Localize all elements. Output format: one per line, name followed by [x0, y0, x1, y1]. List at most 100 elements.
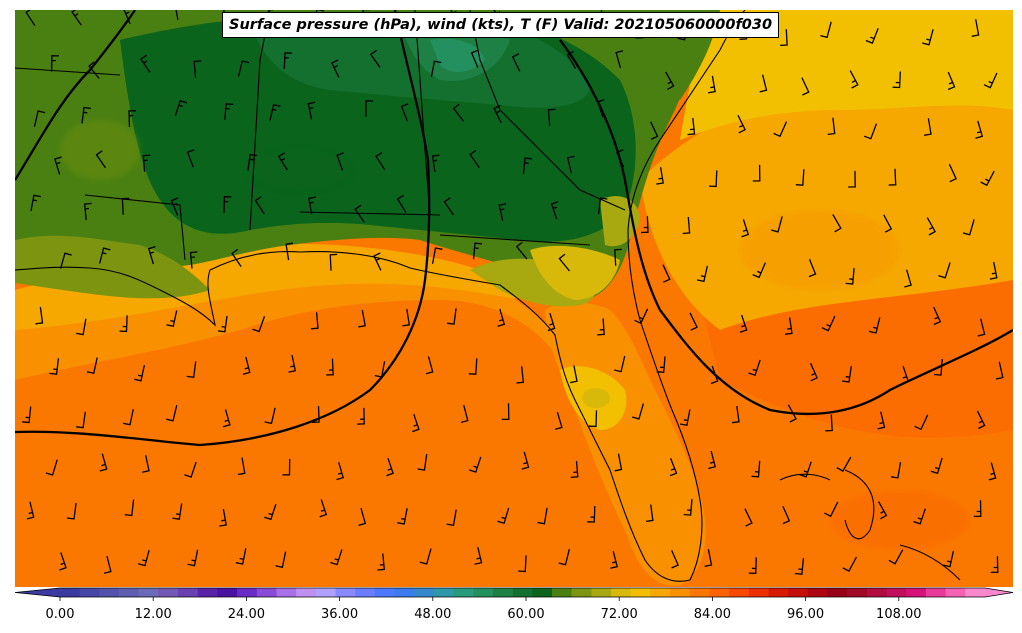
wind-barb — [975, 120, 984, 139]
wind-barb — [547, 312, 556, 332]
colorbar-swatch — [906, 588, 927, 597]
wind-barb — [497, 507, 510, 525]
wind-barb — [989, 261, 998, 280]
wind-barb — [88, 61, 100, 79]
wind-barb — [312, 406, 320, 423]
wind-barb — [632, 403, 645, 420]
wind-barb — [780, 29, 788, 47]
wind-barb — [472, 242, 482, 260]
wind-barb — [282, 458, 291, 476]
colorbar-swatch — [709, 588, 730, 597]
wind-barb — [689, 312, 698, 331]
wind-barb — [319, 499, 328, 518]
wind-barb — [748, 359, 761, 377]
wind-barb — [566, 155, 575, 174]
colorbar-swatch — [394, 588, 415, 597]
wind-barb — [425, 356, 434, 375]
colorbar-max-extension — [985, 588, 1013, 597]
wind-barb — [283, 52, 293, 69]
wind-barb — [904, 269, 912, 288]
wind-barb — [498, 203, 507, 221]
coastlines — [15, 10, 961, 582]
colorbar-swatch — [571, 588, 592, 597]
temperature-field — [15, 10, 1013, 587]
wind-barb — [430, 60, 442, 78]
colorbar-swatch — [729, 588, 750, 597]
wind-barb — [914, 414, 929, 431]
wind-barb — [336, 152, 344, 171]
wind-barb — [597, 318, 605, 336]
wind-barb — [354, 204, 365, 223]
wind-barb — [522, 157, 533, 175]
wind-barb — [610, 550, 618, 569]
colorbar-swatch — [138, 588, 159, 597]
wind-barb — [990, 556, 999, 574]
wind-barb — [95, 150, 107, 169]
wind-barb — [142, 154, 151, 172]
colorbar-tick-label: 96.00 — [786, 607, 825, 622]
wind-barb — [820, 21, 832, 39]
wind-barb — [474, 546, 483, 565]
wind-barb — [275, 551, 287, 569]
wind-barb — [219, 508, 227, 527]
wind-barb — [98, 247, 111, 264]
wind-barb — [709, 170, 718, 188]
wind-barb — [288, 354, 297, 373]
wind-barb — [189, 251, 198, 269]
colorbar-swatch — [650, 588, 671, 597]
wind-barb — [888, 168, 897, 186]
wind-barb — [76, 318, 87, 336]
wind-barb — [587, 505, 596, 523]
wind-barb — [377, 553, 386, 571]
wind-barb — [877, 411, 886, 430]
wind-barb — [375, 152, 386, 171]
wind-barb — [357, 407, 365, 425]
wind-barb — [890, 461, 902, 479]
wind-barb — [650, 121, 659, 140]
wind-barb — [785, 317, 793, 335]
wind-barb — [330, 549, 343, 566]
colorbar-swatch — [197, 588, 218, 597]
wind-barb — [883, 214, 893, 233]
wind-barb — [983, 72, 998, 89]
wind-barb — [400, 103, 409, 122]
wind-barb — [752, 262, 766, 279]
colorbar-swatch — [866, 588, 888, 597]
wind-barb — [166, 405, 178, 422]
wind-barb — [86, 357, 98, 374]
colorbar-swatch — [158, 588, 179, 597]
wind-barb — [252, 316, 266, 333]
wind-barb — [771, 216, 783, 233]
wind-barb — [877, 501, 888, 520]
wind-barb — [172, 503, 183, 520]
wind-barb — [748, 557, 757, 574]
wind-barb — [22, 406, 32, 424]
colorbar-tick-label: 84.00 — [693, 607, 731, 622]
wind-barb — [739, 314, 748, 333]
wind-barb — [119, 315, 128, 333]
wind-barb — [71, 10, 82, 26]
wind-barb — [417, 454, 428, 471]
wind-barb — [222, 409, 231, 428]
wind-barb — [825, 414, 833, 432]
wind-barb — [787, 404, 797, 423]
wind-barb — [247, 153, 258, 171]
wind-barb — [59, 552, 67, 571]
wind-barb — [596, 99, 605, 118]
wind-barb — [50, 55, 59, 72]
wind-barb — [938, 262, 951, 279]
wind-barb — [558, 253, 571, 272]
wind-barb — [186, 149, 195, 168]
wind-barb — [139, 54, 151, 73]
colorbar-tick-label: 12.00 — [134, 607, 172, 622]
wind-barb — [888, 549, 904, 565]
wind-barb — [142, 455, 150, 473]
wind-barb — [501, 403, 510, 421]
wind-barb — [25, 10, 36, 27]
wind-barb — [795, 169, 805, 186]
wind-barb — [223, 196, 232, 213]
colorbar-swatch — [847, 588, 868, 597]
wind-barb — [645, 504, 654, 523]
colorbar-swatch — [630, 588, 651, 597]
wind-barb — [468, 456, 482, 473]
